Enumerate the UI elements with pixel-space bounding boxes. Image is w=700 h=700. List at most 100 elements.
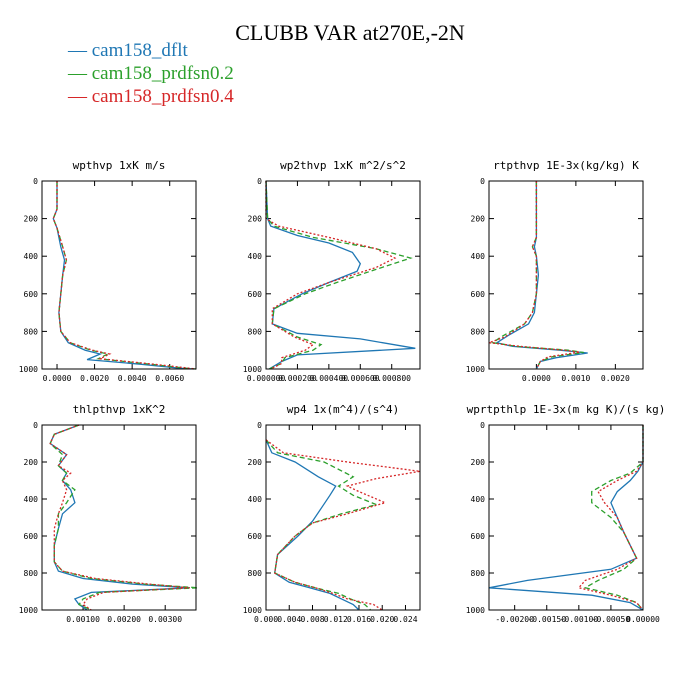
x-tick-label: 0.00300 [148, 615, 182, 624]
y-tick-label: 0 [480, 421, 485, 430]
y-tick-label: 800 [248, 569, 263, 578]
panel-6: wprtpthlp 1E-3x(m kg K)/(s kg) 0 200 400 600… [466, 403, 666, 624]
plot-frame [488, 180, 644, 370]
legend-swatch-prdfsn04: — [68, 86, 87, 107]
x-tick-label: 0.024 [393, 615, 417, 624]
y-tick-label: 600 [24, 532, 39, 541]
y-tick-label: 600 [471, 290, 486, 299]
y-tick-label: 1000 [19, 365, 38, 374]
x-tick-label: -0.00200 [495, 615, 534, 624]
panel-4: thlpthvp 1xK^2 0 200 400 600 800 1000 0.00100 0.… [19, 403, 199, 624]
y-tick-label: 800 [24, 327, 39, 336]
y-tick-label: 1000 [243, 606, 262, 615]
x-tick-label: 0.004 [277, 615, 301, 624]
y-tick-label: 1000 [243, 365, 262, 374]
x-tick-label: -0.00150 [527, 615, 566, 624]
x-tick-label: 0.0000 [43, 374, 72, 383]
series-line-cam158_prdfsn0.2 [52, 181, 197, 370]
y-tick-label: 600 [248, 532, 263, 541]
y-tick-label: 800 [24, 569, 39, 578]
y-tick-label: 200 [471, 458, 486, 467]
y-tick-label: 800 [471, 569, 486, 578]
y-tick-label: 0 [257, 421, 262, 430]
legend-item-prdfsn02: — cam158_prdfsn0.2 [68, 63, 234, 85]
series-line-cam158_prdfsn0.4 [488, 181, 580, 370]
y-tick-label: 200 [248, 215, 263, 224]
y-tick-label: 1000 [466, 606, 485, 615]
legend-swatch-prdfsn02: — [68, 63, 87, 84]
y-tick-label: 600 [24, 290, 39, 299]
x-tick-label: -0.00100 [560, 615, 599, 624]
y-tick-label: 600 [471, 532, 486, 541]
figure-title: CLUBB VAR at270E,-2N [235, 20, 465, 45]
x-tick-label: 0.000000 [247, 374, 286, 383]
series-line-cam158_prdfsn0.4 [265, 439, 421, 611]
legend-swatch-dflt: — [68, 40, 87, 61]
panel-title: wp2thvp 1xK m^2/s^2 [280, 159, 406, 172]
series-line-cam158_prdfsn0.2 [491, 181, 584, 370]
y-tick-label: 400 [248, 252, 263, 261]
x-tick-label: 0.000200 [278, 374, 317, 383]
x-tick-label: 0.0000 [522, 374, 551, 383]
series-line-cam158_dflt [49, 424, 190, 611]
x-tick-label: 0.000800 [372, 374, 411, 383]
y-tick-label: 1000 [19, 606, 38, 615]
x-tick-label: 0.0060 [155, 374, 184, 383]
x-tick-label: 0.016 [347, 615, 371, 624]
y-tick-label: 200 [471, 215, 486, 224]
legend-item-dflt: — cam158_dflt [68, 40, 188, 62]
series-line-cam158_dflt [495, 181, 588, 370]
x-tick-label: 0.0020 [601, 374, 630, 383]
plot-frame [41, 180, 197, 370]
y-tick-label: 0 [33, 177, 38, 186]
series-line-cam158_dflt [265, 439, 360, 611]
x-tick-label: 0.00000 [626, 615, 660, 624]
legend-label-prdfsn04: cam158_prdfsn0.4 [91, 86, 234, 107]
y-tick-label: 0 [33, 421, 38, 430]
y-tick-label: 200 [24, 215, 39, 224]
y-tick-label: 400 [24, 252, 39, 261]
series-line-cam158_dflt [488, 425, 644, 611]
x-tick-label: 0.000 [254, 615, 278, 624]
panel-title: wprtpthlp 1E-3x(m kg K)/(s kg) [467, 403, 666, 416]
series-line-cam158_prdfsn0.2 [265, 180, 413, 370]
y-tick-label: 400 [471, 495, 486, 504]
x-tick-label: 0.000400 [310, 374, 349, 383]
y-tick-label: 200 [248, 458, 263, 467]
panel-3: rtpthvp 1E-3x(kg/kg) K 0 200 400 600 800 1000 0… [466, 159, 644, 383]
y-tick-label: 0 [480, 177, 485, 186]
series-line-cam158_prdfsn0.4 [265, 181, 397, 370]
plot-frame [265, 424, 421, 611]
legend-label-prdfsn02: cam158_prdfsn0.2 [91, 63, 234, 84]
y-tick-label: 800 [248, 327, 263, 336]
y-tick-label: 400 [248, 495, 263, 504]
panel-title: wpthvp 1xK m/s [73, 159, 166, 172]
x-tick-label: 0.012 [324, 615, 348, 624]
series-line-cam158_prdfsn0.2 [265, 439, 379, 611]
panel-1: wpthvp 1xK m/s 0 200 400 600 800 1000 0.0000 0.0… [19, 159, 197, 383]
x-tick-label: 0.0020 [80, 374, 109, 383]
y-tick-label: 0 [257, 177, 262, 186]
plot-frame [41, 424, 197, 611]
y-tick-label: 1000 [466, 365, 485, 374]
x-tick-label: 0.0010 [561, 374, 590, 383]
series-line-cam158_prdfsn0.2 [583, 425, 644, 611]
y-tick-label: 400 [24, 495, 39, 504]
y-tick-label: 200 [24, 458, 39, 467]
x-tick-label: 0.0040 [118, 374, 147, 383]
plot-frame [488, 424, 644, 611]
legend-label-dflt: cam158_dflt [91, 40, 188, 61]
plot-frame [265, 180, 421, 370]
x-tick-label: 0.00200 [107, 615, 141, 624]
panel-title: wp4 1x(m^4)/(s^4) [287, 403, 400, 416]
y-tick-label: 400 [471, 252, 486, 261]
series-line-cam158_dflt [52, 181, 195, 370]
series-line-cam158_dflt [265, 180, 416, 370]
series-line-cam158_prdfsn0.4 [49, 424, 190, 611]
x-tick-label: 0.000600 [341, 374, 380, 383]
series-line-cam158_prdfsn0.4 [52, 181, 197, 370]
series-line-cam158_prdfsn0.2 [49, 424, 199, 611]
panel-2: wp2thvp 1xK m^2/s^2020040060080010000.00… [243, 159, 421, 383]
